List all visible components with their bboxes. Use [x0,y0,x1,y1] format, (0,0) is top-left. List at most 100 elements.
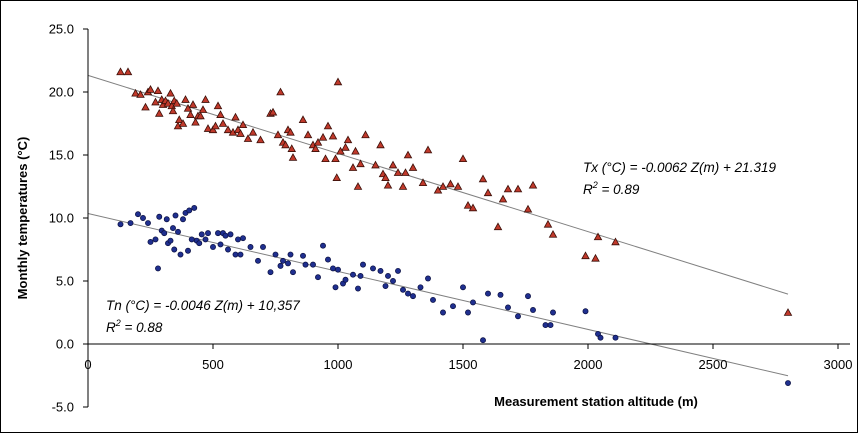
tx-r2-letter: R [583,182,593,197]
tn-data-point [161,230,168,237]
x-tick-label: 500 [202,357,224,372]
tn-data-point [140,215,146,221]
tx-data-point [528,180,538,189]
tx-data-point [543,219,553,228]
y-tick-label: 20.0 [49,85,74,100]
tn-r2-sup: 2 [115,318,121,328]
tn-data-point [430,296,436,303]
tn-data-point [350,271,356,278]
tn-data-point [320,242,326,249]
tn-data-point [172,212,179,219]
y-tick-label: 25.0 [49,22,74,37]
tx-data-point [513,184,523,193]
tn-data-point [785,380,791,387]
tn-data-point [395,267,401,274]
tn-data-point [300,252,306,259]
tn-r2-value: = 0.88 [121,320,163,335]
tx-data-point [341,143,350,151]
tx-data-point [231,112,240,121]
tx-data-point [191,117,200,126]
tn-r2-letter: R [106,320,116,335]
tx-data-point [783,308,793,316]
tn-data-point [382,283,389,289]
tn-r2-label: R2 = 0.88 [106,318,163,335]
tx-data-point [336,146,345,155]
tx-data-point [281,140,290,149]
tx-data-point [154,108,164,117]
tx-data-point [438,182,448,190]
tn-data-point [135,211,141,218]
tx-data-point [503,184,513,193]
tn-data-point [205,230,211,237]
tx-data-point [376,140,385,149]
tx-data-point [186,110,195,118]
tn-data-point [470,299,476,306]
tn-data-point [198,231,205,238]
tn-data-point [310,261,316,268]
tn-data-point [175,228,181,235]
tn-data-point [465,309,471,316]
tn-data-point [355,285,361,292]
tn-data-point [210,244,216,250]
y-tick-label: 10.0 [49,211,74,226]
tn-data-point [485,290,491,297]
tx-data-point [286,127,295,136]
tx-data-point [141,102,150,111]
tx-data-point [593,232,603,241]
tn-data-point [612,334,619,341]
tn-data-point [410,293,416,300]
tn-data-point [315,274,321,281]
tn-data-point [530,307,536,313]
tn-data-point [247,244,254,250]
tx-data-point [458,154,468,163]
tn-data-point [167,237,174,244]
tx-r2-label: R2 = 0.89 [583,180,640,197]
tn-data-point [155,265,161,272]
tn-data-point [505,304,511,311]
tx-equation-label: Tx (°C) = -0.0062 Z(m) + 21.319 [583,160,776,175]
tx-data-point [203,124,213,132]
tx-data-point [611,237,620,246]
tn-data-point [325,256,331,263]
tn-data-point [185,247,191,254]
tx-data-point [116,67,125,76]
tx-data-point [211,121,220,130]
tn-data-point [290,269,296,276]
tx-data-point [348,163,358,171]
tx-data-point [216,110,225,118]
tn-data-point [497,291,504,298]
tn-data-point [272,251,279,258]
tn-data-point [332,284,339,291]
tx-data-point [332,173,342,181]
tn-data-point [370,265,376,272]
tx-data-point [178,119,188,127]
tn-data-point [186,207,193,214]
tn-data-point [117,221,124,228]
tx-data-point [131,88,140,97]
tx-data-point [172,98,182,107]
tn-data-point [342,276,349,283]
tn-data-point [180,216,186,223]
tn-data-point [515,313,521,320]
tn-data-point [215,230,221,237]
tx-data-point [311,144,320,152]
tn-data-point [196,240,203,247]
tn-data-point [156,213,163,220]
tx-data-point [166,88,175,97]
tx-data-point [361,130,370,139]
tn-data-point [225,246,231,253]
tn-data-point [147,238,154,245]
x-tick-label: 3000 [824,357,853,372]
y-axis-title: Monthly temperatures (°C) [15,137,30,300]
tx-data-point [268,107,278,116]
tx-data-point [181,95,190,103]
axes: -5.0 0.0 5.0 10.0 15.0 20.0 25.0 0 500 1000 1500 20… [49,22,853,415]
tx-data-point [303,130,313,139]
tn-data-point [267,269,274,276]
tx-data-point [523,204,533,213]
tn-data-point [163,216,170,223]
tn-data-point [425,275,431,282]
tx-data-point [388,160,398,169]
